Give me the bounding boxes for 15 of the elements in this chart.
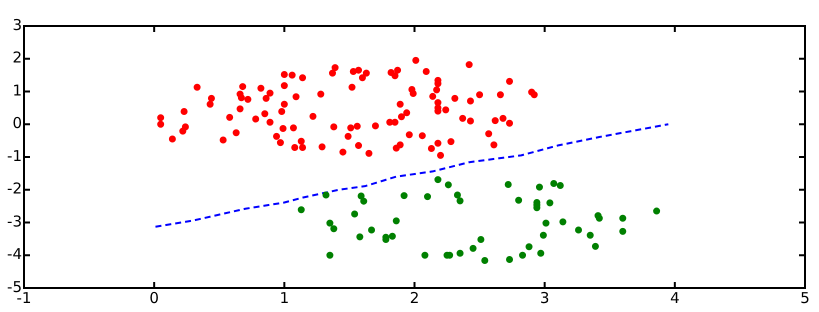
y-tick-label: -1 [7, 146, 22, 165]
y-tick-label: 2 [12, 48, 22, 67]
x-tick-label: 5 [800, 288, 810, 307]
x-tick-label: 0 [149, 288, 159, 307]
y-tick-label: 3 [12, 16, 22, 34]
y-tick-label: 1 [12, 81, 22, 100]
x-tick-label: 3 [540, 288, 550, 307]
y-tick-label: 0 [12, 114, 22, 132]
x-tick-label: 1 [280, 288, 290, 307]
y-tick-label: -4 [7, 245, 22, 264]
x-tick-label: 2 [410, 288, 420, 307]
x-tick-label: 4 [670, 288, 680, 307]
y-tick-label: -5 [7, 278, 22, 296]
y-tick-label: -2 [7, 180, 22, 198]
y-tick-label: -3 [7, 212, 22, 230]
